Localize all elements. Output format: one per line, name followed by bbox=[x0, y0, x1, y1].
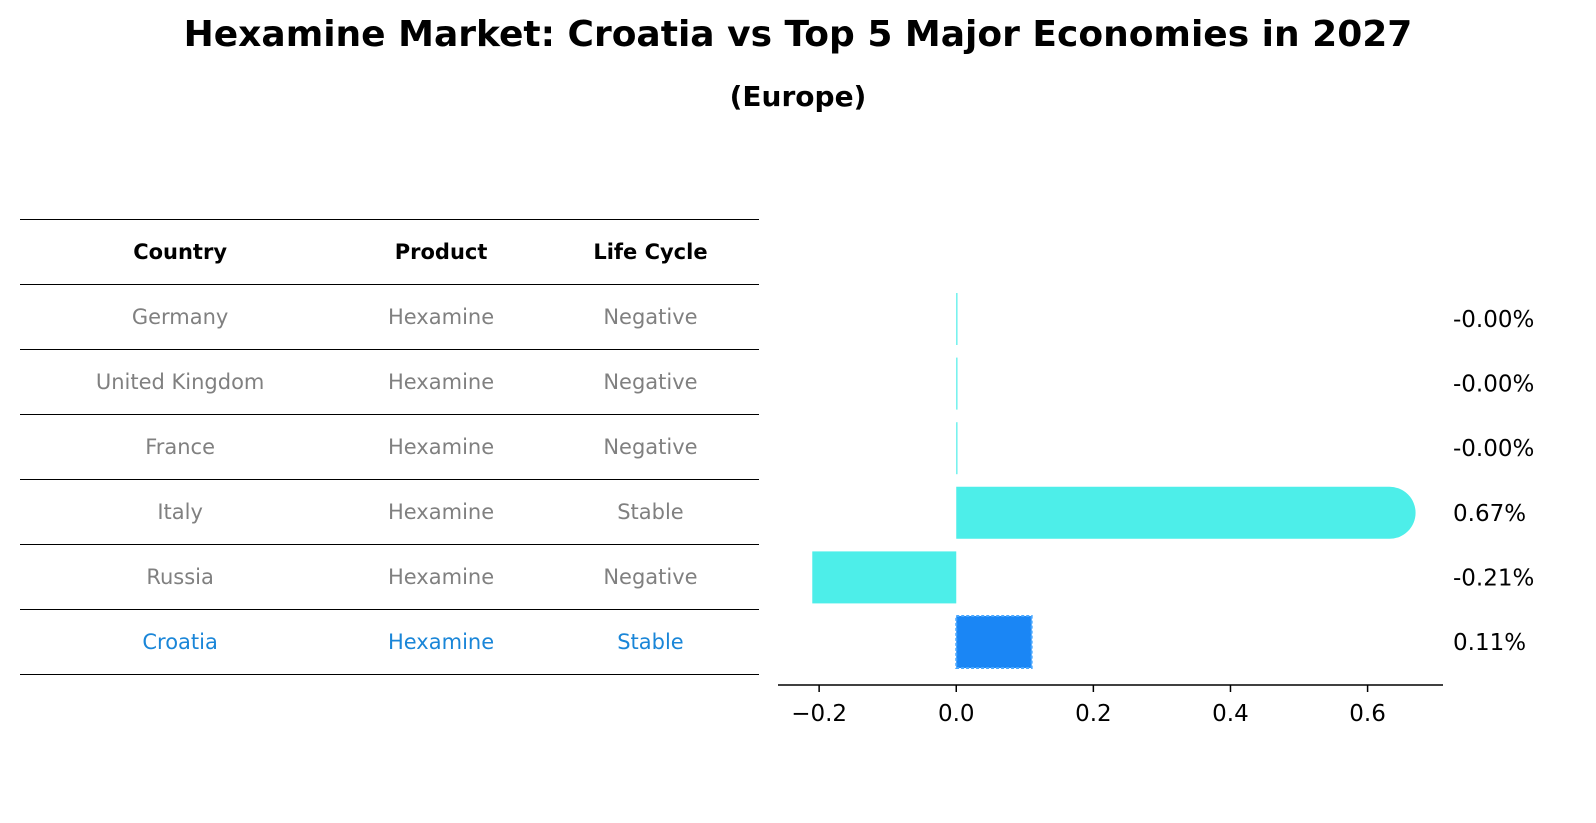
cell-product: Hexamine bbox=[340, 284, 542, 350]
table-header-row: Country Product Life Cycle bbox=[20, 219, 759, 285]
bar-value-label: -0.00% bbox=[1453, 307, 1534, 333]
cell-product: Hexamine bbox=[340, 414, 542, 480]
cell-product: Hexamine bbox=[340, 349, 542, 415]
bar-highlighted bbox=[955, 615, 1033, 669]
cell-country: France bbox=[20, 414, 341, 480]
bar bbox=[812, 551, 957, 604]
header-product: Product bbox=[340, 219, 542, 285]
bar bbox=[956, 422, 958, 475]
cell-country: United Kingdom bbox=[20, 349, 341, 415]
cell-product: Hexamine bbox=[340, 479, 542, 545]
cell-life-cycle: Negative bbox=[541, 544, 759, 610]
cell-product: Hexamine bbox=[340, 609, 542, 675]
x-axis-tick-label: −0.2 bbox=[791, 701, 847, 727]
table-row: United Kingdom Hexamine Negative bbox=[20, 349, 759, 415]
bar-value-label: 0.67% bbox=[1453, 501, 1526, 527]
cell-life-cycle: Negative bbox=[541, 349, 759, 415]
chart-subtitle: (Europe) bbox=[729, 80, 867, 113]
bar bbox=[956, 357, 958, 410]
cell-country: Russia bbox=[20, 544, 341, 610]
table-row-highlighted: Croatia Hexamine Stable bbox=[20, 609, 759, 675]
cell-life-cycle: Negative bbox=[541, 414, 759, 480]
cell-country: Germany bbox=[20, 284, 341, 350]
x-axis-tick-label: 0.6 bbox=[1349, 701, 1386, 727]
bar-value-label: -0.00% bbox=[1453, 372, 1534, 398]
table-row: Italy Hexamine Stable bbox=[20, 479, 759, 545]
bar-value-label: -0.00% bbox=[1453, 436, 1534, 462]
cell-life-cycle: Negative bbox=[541, 284, 759, 350]
cell-country: Croatia bbox=[20, 609, 341, 675]
cell-product: Hexamine bbox=[340, 544, 542, 610]
bar bbox=[956, 293, 958, 345]
cell-country: Italy bbox=[20, 479, 341, 545]
x-axis-tick-label: 0.0 bbox=[938, 701, 975, 727]
cell-life-cycle: Stable bbox=[541, 609, 759, 675]
table-row: France Hexamine Negative bbox=[20, 414, 759, 480]
data-table: Country Product Life Cycle Germany Hexam… bbox=[20, 219, 759, 675]
x-axis-tick-label: 0.4 bbox=[1212, 701, 1249, 727]
header-life-cycle: Life Cycle bbox=[541, 219, 759, 285]
table-row: Russia Hexamine Negative bbox=[20, 544, 759, 610]
chart-title: Hexamine Market: Croatia vs Top 5 Major … bbox=[183, 14, 1413, 55]
x-axis-tick-label: 0.2 bbox=[1075, 701, 1112, 727]
bar bbox=[956, 486, 1416, 539]
cell-life-cycle: Stable bbox=[541, 479, 759, 545]
bar-value-label: -0.21% bbox=[1453, 565, 1534, 591]
header-country: Country bbox=[20, 219, 341, 285]
bar-value-label: 0.11% bbox=[1453, 630, 1526, 656]
table-row: Germany Hexamine Negative bbox=[20, 284, 759, 350]
